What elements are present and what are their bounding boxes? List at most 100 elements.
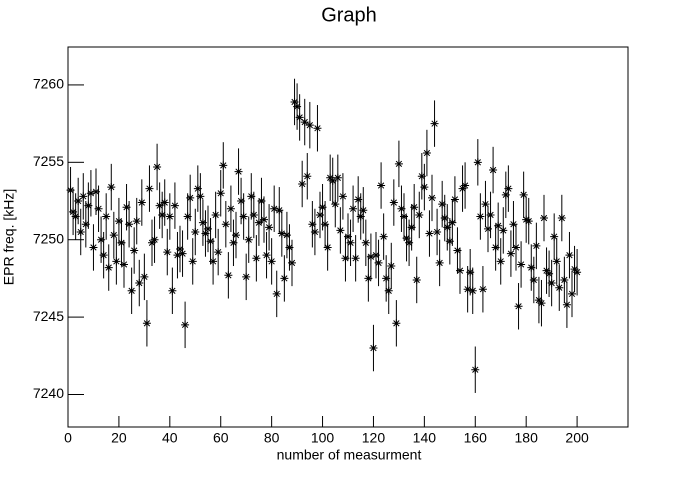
marker [504,184,513,193]
marker [341,254,350,263]
x-tick-label: 140 [413,430,437,446]
marker [303,172,312,181]
marker [252,254,261,263]
marker [562,300,571,309]
marker [443,223,452,232]
marker [466,268,475,277]
marker [257,197,266,206]
marker [565,251,574,260]
marker [384,286,393,295]
marker [331,200,340,209]
marker [206,237,215,246]
marker [372,251,380,260]
marker [170,201,179,210]
marker [486,210,495,219]
marker [262,251,271,260]
marker [496,257,505,266]
marker [402,234,411,243]
marker [176,244,184,253]
marker [405,238,414,247]
marker [568,289,576,298]
marker [114,217,123,226]
marker [573,268,582,277]
marker [99,251,108,260]
x-tick-label: 180 [515,430,539,446]
marker [407,223,416,232]
marker [81,220,90,229]
marker [349,204,358,213]
marker [537,299,546,308]
marker [499,226,508,235]
marker [145,184,154,193]
marker [69,207,78,216]
marker [130,246,139,255]
marker [550,232,559,241]
marker [285,243,294,252]
y-tick-label: 7255 [33,153,64,169]
marker [71,212,80,221]
x-tick-label: 40 [162,430,178,446]
marker [430,119,439,128]
y-tick-label: 7260 [33,76,64,92]
marker [532,241,541,250]
marker [272,289,281,298]
marker [344,232,352,241]
marker [364,274,373,283]
marker [92,187,100,196]
chart-title: Graph [321,4,377,26]
marker [473,158,482,167]
marker [193,184,202,193]
marker [557,214,566,223]
marker [107,183,116,192]
marker [461,181,470,190]
marker [232,231,240,240]
marker [369,344,378,353]
marker [155,201,164,210]
marker [117,238,126,247]
marker [221,220,230,229]
marker [198,218,207,227]
marker [120,260,128,269]
marker [109,231,118,240]
marker [540,214,548,223]
marker [112,257,121,266]
marker [186,193,195,202]
marker [140,272,149,281]
marker [366,252,375,261]
marker [135,279,144,288]
marker [456,266,464,275]
marker [295,113,304,122]
marker [163,248,172,257]
marker [463,285,472,294]
marker [160,198,169,207]
marker [165,212,174,221]
marker [323,243,332,252]
marker [435,258,444,267]
marker [476,212,485,221]
marker [420,183,429,192]
marker [529,275,538,284]
marker [293,102,302,111]
marker [74,197,83,206]
marker [214,248,223,257]
marker [242,272,251,281]
marker [249,210,258,219]
x-tick-label: 60 [213,430,229,446]
marker [522,215,531,224]
x-tick-label: 20 [111,430,127,446]
marker [181,320,190,329]
marker [237,197,246,206]
marker [191,227,200,236]
marker [224,271,233,280]
marker [491,243,500,252]
marker [89,243,98,252]
marker [84,201,93,210]
marker [514,302,523,311]
marker [458,184,467,193]
marker [336,226,345,235]
marker [300,118,309,127]
marker [127,286,136,295]
marker [333,173,342,182]
marker [517,260,526,269]
marker [354,195,363,204]
